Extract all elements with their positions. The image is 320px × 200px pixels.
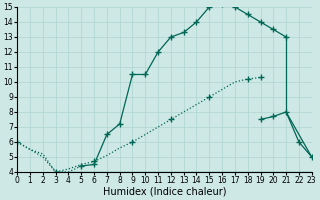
X-axis label: Humidex (Indice chaleur): Humidex (Indice chaleur) — [103, 187, 226, 197]
